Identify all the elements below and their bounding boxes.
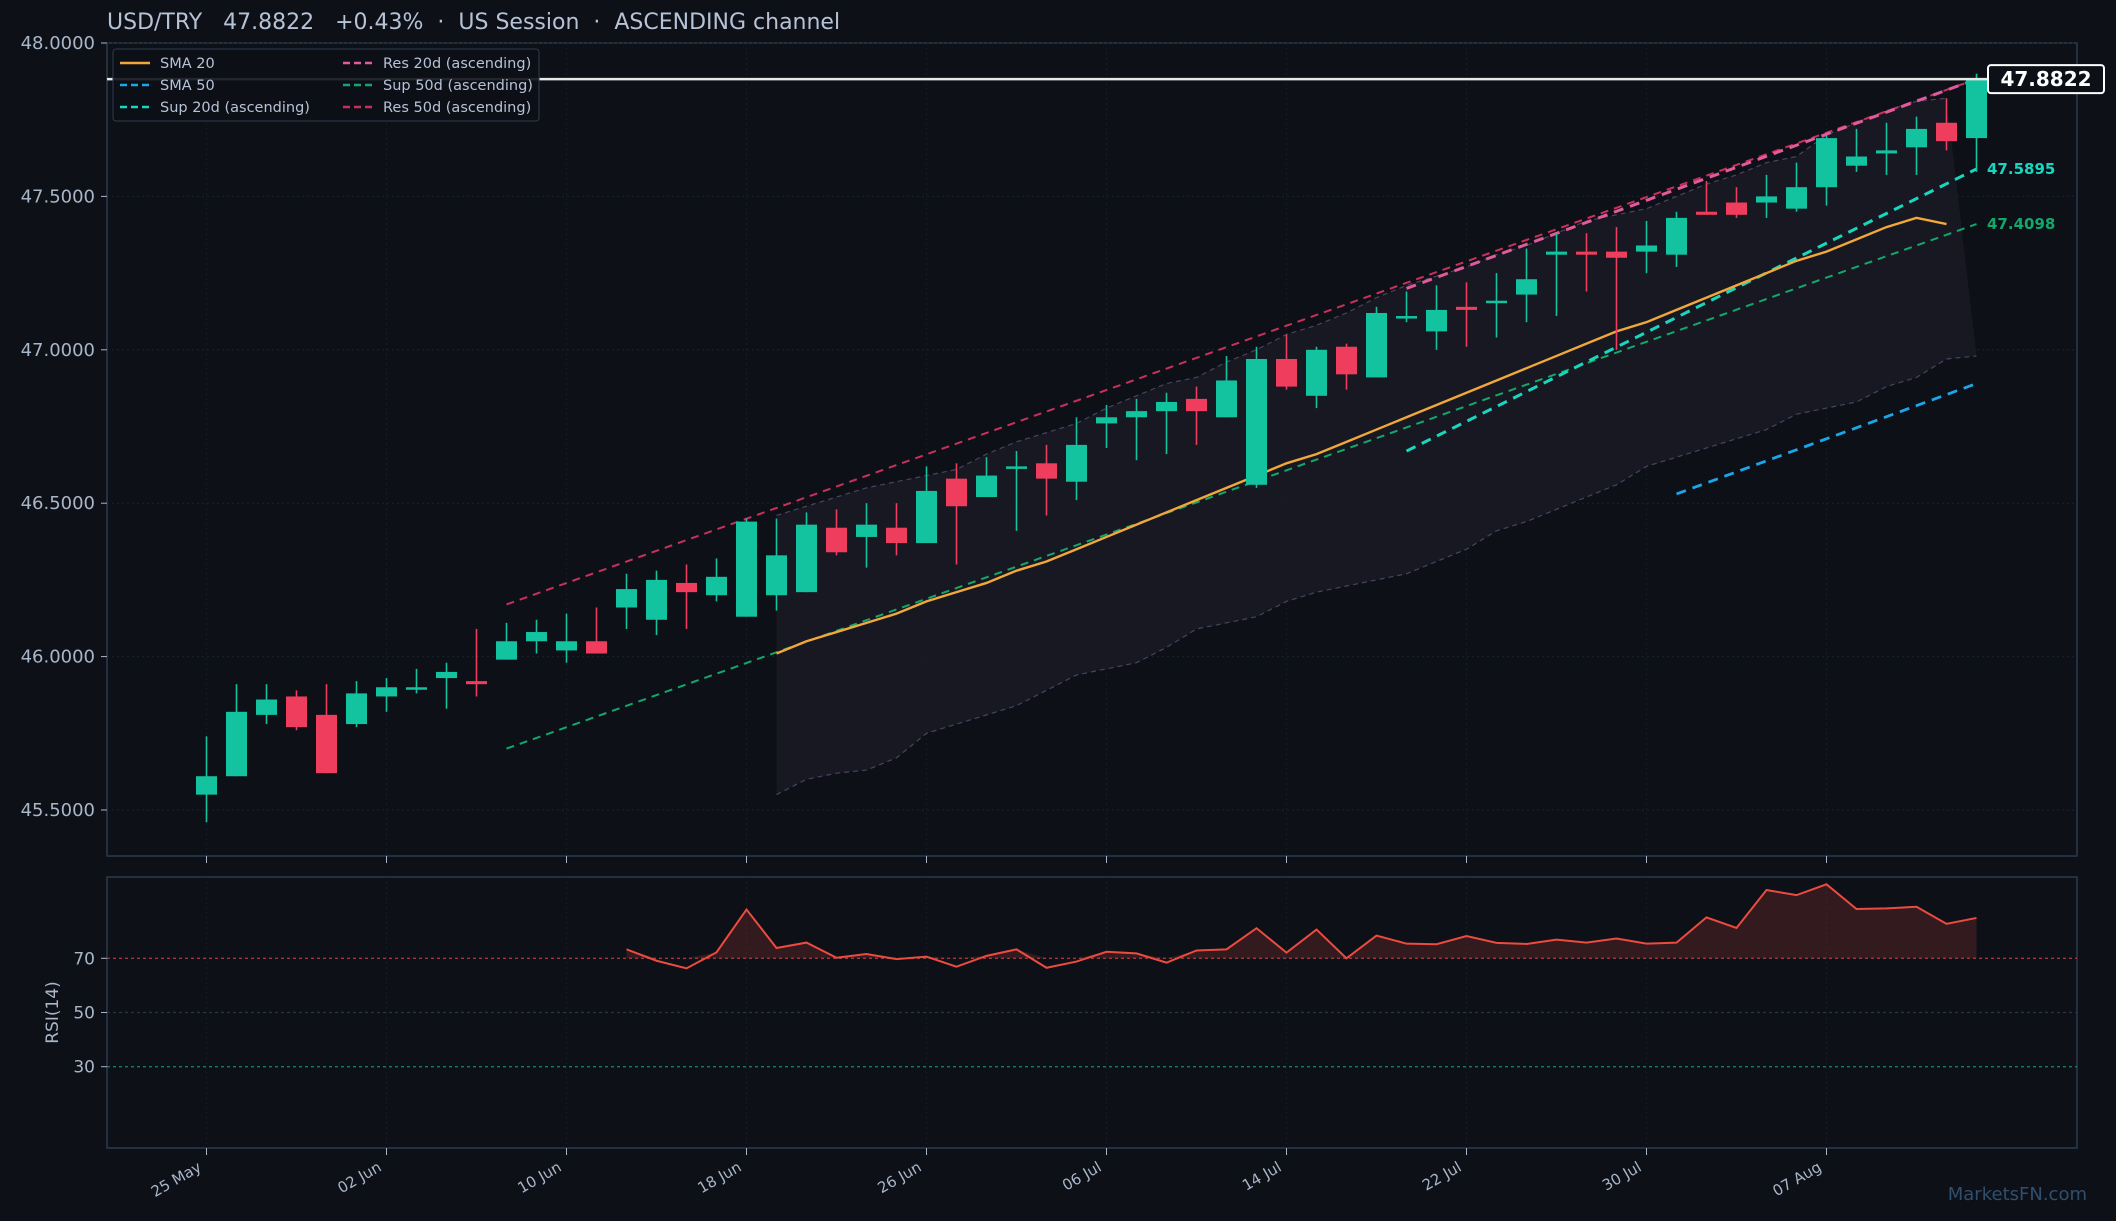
- candle-body: [586, 641, 607, 654]
- chart-title: USD/TRY 47.8822 +0.43% · US Session · AS…: [107, 10, 841, 35]
- legend-label: SMA 50: [160, 78, 215, 94]
- candle-body: [1186, 398, 1207, 412]
- candle-body: [736, 521, 757, 617]
- candle-body: [226, 711, 247, 777]
- legend-label: Res 50d (ascending): [383, 100, 531, 116]
- legend: SMA 20 SMA 50 Sup 20d (ascending) Res 20d (…: [112, 48, 540, 122]
- candle-body: [316, 714, 337, 774]
- rsi-tick-label: 70: [73, 949, 95, 969]
- candle-body: [1666, 217, 1687, 255]
- candle-body: [1936, 122, 1957, 142]
- bollinger-lower-line: [776, 355, 1977, 796]
- candle-body: [796, 524, 817, 593]
- candle-body: [1546, 251, 1567, 255]
- candles: [196, 73, 1987, 823]
- level-price-label: 47.5895: [1987, 160, 2055, 178]
- candle-body: [706, 576, 727, 596]
- candle-body: [1156, 401, 1177, 412]
- candle-body: [886, 527, 907, 544]
- candle-body: [646, 579, 667, 620]
- candle-body: [1726, 202, 1747, 215]
- bollinger-upper-line: [776, 97, 1947, 517]
- candle-body: [1756, 196, 1777, 203]
- rsi-axis-label: RSI(14): [43, 981, 63, 1044]
- rsi-tick-label: 50: [73, 1004, 95, 1024]
- candle-body: [1276, 358, 1297, 387]
- candle-body: [856, 524, 877, 537]
- support-20d-line: [1405, 167, 1978, 453]
- candle-body: [826, 527, 847, 553]
- candle-body: [286, 696, 307, 728]
- candle-body: [256, 699, 277, 715]
- candle-body: [1036, 463, 1057, 479]
- candle-body: [1636, 245, 1657, 252]
- candle-body: [196, 776, 217, 795]
- watermark: MarketsFN.com: [1947, 1184, 2087, 1205]
- candle-body: [1246, 358, 1267, 485]
- indicator-lines: [506, 77, 1978, 796]
- candle-body: [1366, 312, 1387, 378]
- level-price-label: 47.4098: [1987, 215, 2055, 233]
- legend-box: [112, 48, 540, 122]
- candle-body: [676, 582, 697, 593]
- rsi-panel: [106, 876, 2078, 1149]
- last-price-label: 47.8822: [2000, 67, 2091, 91]
- legend-label: Sup 50d (ascending): [383, 78, 533, 94]
- candle-body: [1906, 128, 1927, 148]
- candle-body: [1846, 156, 1867, 166]
- y-tick-label: 48.0000: [21, 33, 95, 54]
- candle-body: [1306, 349, 1327, 396]
- bollinger-fill: [776, 98, 1977, 795]
- candle-body: [1966, 79, 1987, 139]
- candle-body: [526, 632, 547, 642]
- y-tick-label: 46.0000: [21, 647, 95, 668]
- candle-body: [1336, 346, 1357, 375]
- candle-body: [1216, 380, 1237, 418]
- candle-body: [1096, 417, 1117, 424]
- sma50-line: [1676, 382, 1977, 496]
- candle-body: [466, 681, 487, 685]
- candle-body: [1006, 466, 1027, 469]
- y-tick-label: 47.5000: [21, 186, 95, 207]
- candle-body: [1606, 251, 1627, 258]
- candle-body: [436, 671, 457, 679]
- candle-body: [1876, 150, 1897, 154]
- candle-body: [1576, 251, 1597, 255]
- candle-body: [346, 693, 367, 725]
- candle-body: [376, 687, 397, 697]
- candle-body: [406, 687, 427, 690]
- candle-body: [1816, 138, 1837, 188]
- legend-label: SMA 20: [160, 56, 215, 72]
- y-tick-label: 45.5000: [21, 800, 95, 821]
- bollinger-band-area: [776, 98, 1977, 795]
- candle-body: [1426, 309, 1447, 332]
- candle-body: [946, 478, 967, 507]
- y-tick-label: 47.0000: [21, 340, 95, 361]
- candle-body: [1396, 316, 1417, 319]
- candle-body: [1066, 444, 1087, 482]
- candle-body: [1696, 211, 1717, 215]
- candle-body: [616, 589, 637, 608]
- legend-label: Sup 20d (ascending): [160, 100, 310, 116]
- candle-body: [766, 555, 787, 596]
- candle-body: [1516, 279, 1537, 295]
- rsi-line: [626, 883, 1977, 970]
- candle-body: [1486, 300, 1507, 304]
- y-tick-label: 46.5000: [21, 493, 95, 514]
- candle-body: [1786, 187, 1807, 209]
- legend-label: Res 20d (ascending): [383, 56, 531, 72]
- candle-body: [556, 641, 577, 651]
- candle-body: [916, 490, 937, 544]
- sma20-line: [776, 216, 1947, 655]
- rsi-overbought-fill: [626, 884, 1977, 959]
- last-price-badge: [1987, 64, 2105, 95]
- candle-body: [1126, 411, 1147, 418]
- candle-body: [1456, 306, 1477, 310]
- candle-body: [496, 641, 517, 660]
- candle-body: [976, 475, 997, 498]
- rsi-tick-label: 30: [73, 1058, 95, 1078]
